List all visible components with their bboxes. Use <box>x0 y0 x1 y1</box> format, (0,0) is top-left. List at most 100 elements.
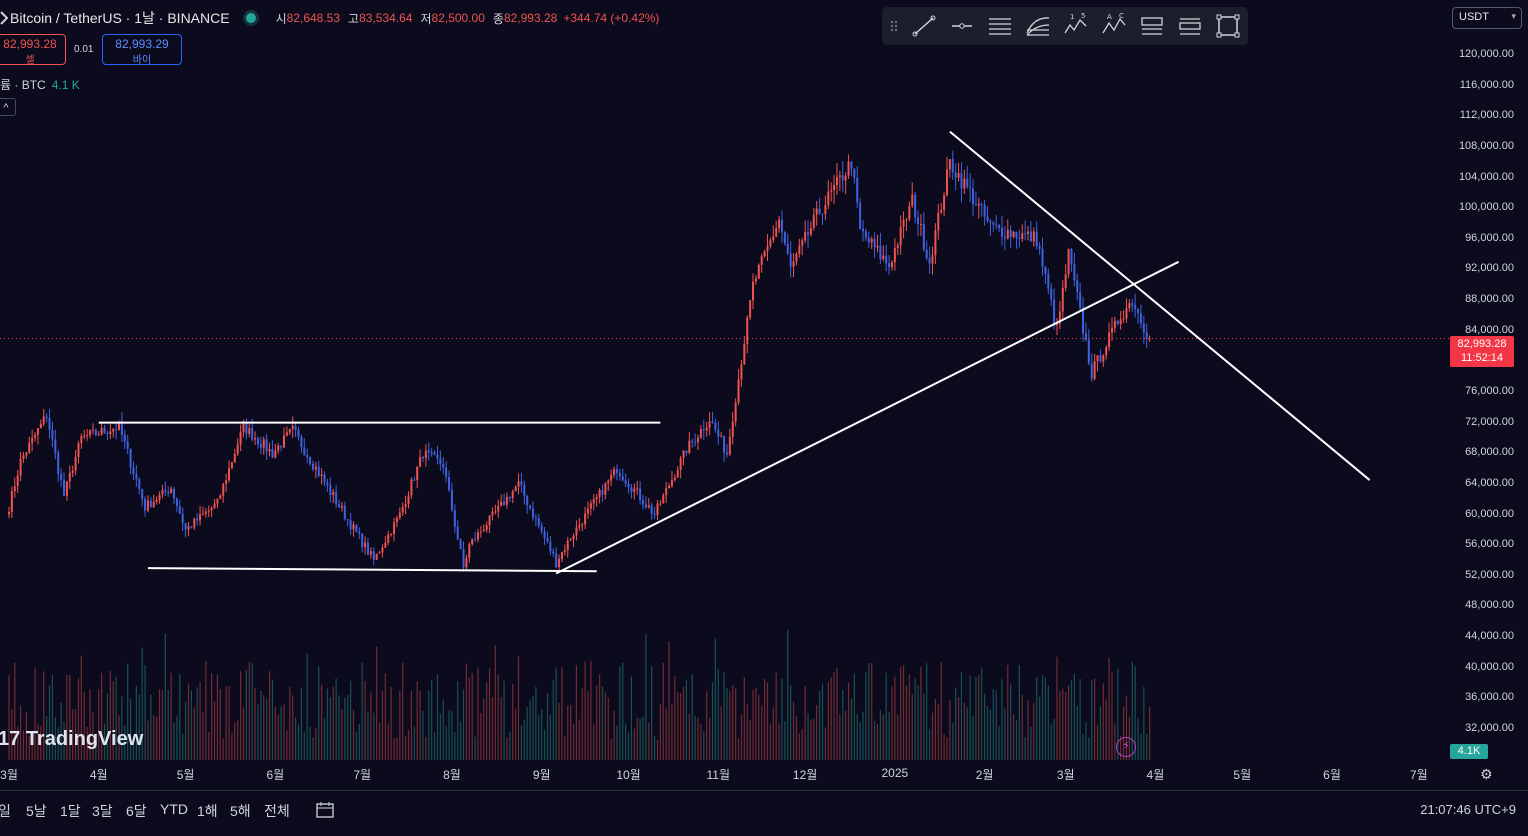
volume-bar <box>969 675 971 760</box>
volume-bar <box>86 727 88 760</box>
volume-bar <box>708 717 711 760</box>
volume-bar <box>387 723 389 760</box>
candle-body <box>395 517 398 523</box>
long-position-icon[interactable] <box>1138 13 1166 39</box>
buy-button[interactable]: 82,993.29 바이 <box>102 34 182 66</box>
candle-body <box>326 482 329 485</box>
range-bottom-line[interactable] <box>147 567 597 573</box>
volume-bar <box>1059 690 1061 760</box>
y-tick-label: 112,000.00 <box>1459 109 1514 122</box>
volume-bar <box>743 677 745 760</box>
collapse-legend-button[interactable]: ^ <box>0 98 16 116</box>
y-tick-label: 92,000.00 <box>1465 262 1514 275</box>
volume-bar <box>763 678 766 760</box>
volume-bar <box>34 667 36 760</box>
candle-body <box>893 247 896 263</box>
volume-bar <box>859 721 861 760</box>
range-button[interactable]: 6달 <box>126 803 147 819</box>
trend-drawings[interactable] <box>98 130 1371 575</box>
short-position-icon[interactable] <box>1176 13 1204 39</box>
candle-body <box>960 173 963 189</box>
drag-handle-icon[interactable] <box>884 13 904 39</box>
range-button[interactable]: 5날 <box>26 803 47 819</box>
candle-body <box>268 448 271 452</box>
fib-retracement-icon[interactable] <box>1024 13 1052 39</box>
y-tick-label: 72,000.00 <box>1465 415 1514 428</box>
clock[interactable]: 21:07:46 UTC+9 <box>1420 802 1516 817</box>
volume-bar <box>668 641 670 760</box>
volume-bar <box>176 715 178 760</box>
volume-legend[interactable]: 륨 · BTC 4.1 K <box>0 76 80 93</box>
volume-bar <box>761 705 763 760</box>
volume-bar <box>199 682 201 760</box>
volume-bar <box>515 708 517 760</box>
volume-bar <box>254 688 256 760</box>
candle-body <box>74 456 77 471</box>
candle-body <box>369 551 372 555</box>
volume-bar <box>274 707 276 760</box>
volume-bar <box>22 730 25 760</box>
y-tick-label: 68,000.00 <box>1465 446 1514 459</box>
support-trend-line[interactable] <box>555 260 1180 575</box>
horizontal-ray-icon[interactable] <box>948 13 976 39</box>
volume-bar <box>804 686 806 760</box>
candle-body <box>199 514 202 521</box>
rectangle-icon[interactable] <box>1214 13 1242 39</box>
symbol-logo-icon[interactable] <box>0 11 8 25</box>
parallel-channel-icon[interactable] <box>986 13 1014 39</box>
candle-body <box>83 435 86 437</box>
range-button[interactable]: 1해 <box>197 803 218 819</box>
volume-bar <box>538 714 540 760</box>
date-range-icon[interactable] <box>314 800 336 820</box>
range-button[interactable]: 5해 <box>230 803 251 819</box>
market-status-icon[interactable] <box>245 13 256 23</box>
trend-line-icon[interactable] <box>910 13 938 39</box>
volume-bar <box>341 709 343 760</box>
volume-bar <box>329 696 331 760</box>
axis-settings-icon[interactable]: ⚙ <box>1480 766 1493 782</box>
volume-bar <box>471 673 473 760</box>
lightning-icon[interactable]: ⚡ <box>1116 737 1136 757</box>
volume-bar <box>1012 714 1015 760</box>
volume-bar <box>74 709 77 760</box>
candle-body <box>540 525 543 532</box>
candle-body <box>1027 231 1030 234</box>
volume-bar <box>546 693 549 760</box>
svg-text:5: 5 <box>1081 13 1085 20</box>
tradingview-watermark[interactable]: 17 TradingView <box>0 728 143 751</box>
volume-bar <box>425 736 427 760</box>
volume-bar <box>865 672 867 760</box>
range-button[interactable]: YTD <box>160 801 188 817</box>
range-button[interactable]: 3달 <box>92 803 113 819</box>
volume-bar <box>312 737 314 760</box>
candle-body <box>665 488 668 496</box>
candle-body <box>256 438 259 445</box>
volume-bar <box>1024 737 1026 760</box>
resistance-trend-line[interactable] <box>949 130 1371 481</box>
candle-body <box>155 499 158 502</box>
sell-button[interactable]: 82,993.28 셀 <box>0 34 66 66</box>
range-button[interactable]: 1달 <box>60 803 81 819</box>
symbol-title[interactable]: Bitcoin / TetherUS · 1날 · BINANCE <box>10 10 230 26</box>
candle-body <box>181 513 184 524</box>
candle-body <box>517 481 520 487</box>
volume-bar <box>1053 718 1055 760</box>
currency-select[interactable]: USDT ▾ <box>1452 7 1522 29</box>
y-tick-label: 60,000.00 <box>1465 507 1514 520</box>
range-button[interactable]: 전체 <box>264 803 290 819</box>
volume-bar <box>960 672 963 760</box>
candle-body <box>957 173 960 178</box>
candle-body <box>1134 305 1137 310</box>
symbol-legend: Bitcoin / TetherUS · 1날 · BINANCE 시 82,64… <box>0 6 659 30</box>
candle-body <box>34 434 37 438</box>
volume-bar <box>231 732 233 760</box>
candle-body <box>508 496 511 499</box>
candle-body <box>1003 236 1006 239</box>
volume-bar <box>124 725 126 760</box>
range-button[interactable]: 일 <box>0 803 11 819</box>
x-tick-label: 12월 <box>792 768 818 782</box>
volume-bar <box>529 699 531 760</box>
price-chart[interactable] <box>0 0 1528 790</box>
